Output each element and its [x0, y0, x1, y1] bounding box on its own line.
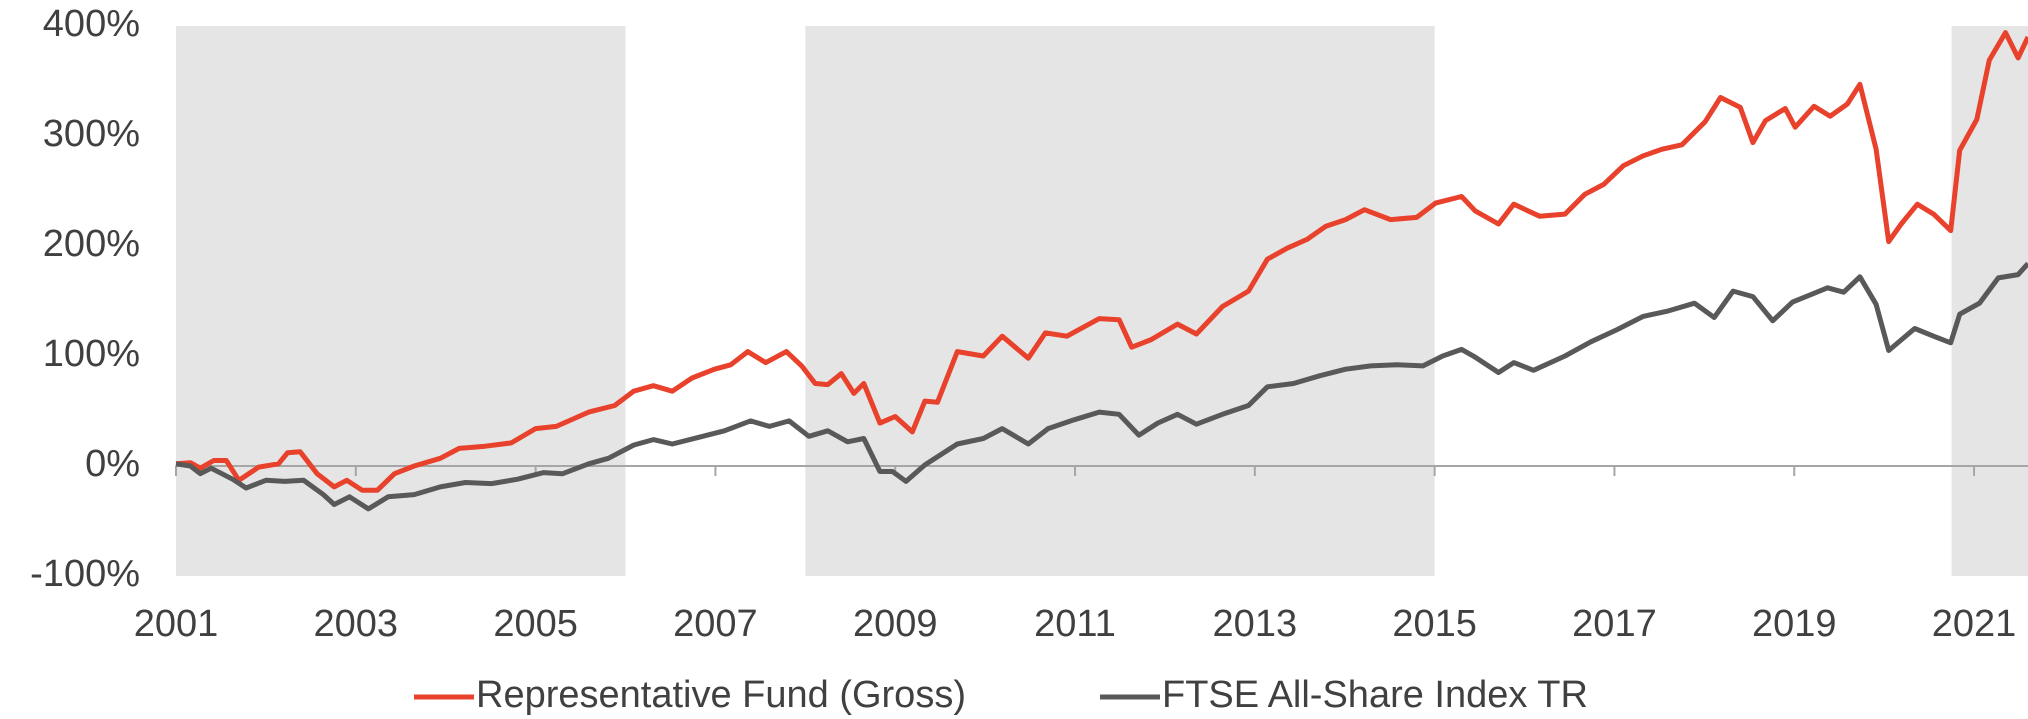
y-tick-label: 300%: [43, 113, 140, 155]
series-line: [175, 30, 2028, 493]
x-tick-label: 2007: [673, 603, 758, 645]
series-line: [175, 261, 2028, 512]
y-tick-label: -100%: [30, 553, 140, 595]
shaded-period: [805, 26, 1435, 576]
x-tick-label: 2021: [1932, 603, 2017, 645]
x-tick-label: 2013: [1213, 603, 1298, 645]
legend-label: Representative Fund (Gross): [476, 674, 966, 716]
y-tick-label: 100%: [43, 333, 140, 375]
x-tick-label: 2009: [853, 603, 938, 645]
x-tick-label: 2019: [1752, 603, 1837, 645]
y-tick-label: 200%: [43, 223, 140, 265]
x-tick-label: 2001: [134, 603, 219, 645]
legend-label: FTSE All-Share Index TR: [1162, 674, 1588, 716]
y-tick-label: 0%: [85, 443, 140, 485]
x-tick-label: 2003: [314, 603, 399, 645]
x-tick-label: 2017: [1572, 603, 1657, 645]
y-tick-label: 400%: [43, 3, 140, 45]
shaded-period: [1951, 26, 2028, 576]
x-tick-label: 2011: [1034, 603, 1116, 645]
x-tick-label: 2005: [493, 603, 578, 645]
x-tick-label: 2015: [1392, 603, 1477, 645]
